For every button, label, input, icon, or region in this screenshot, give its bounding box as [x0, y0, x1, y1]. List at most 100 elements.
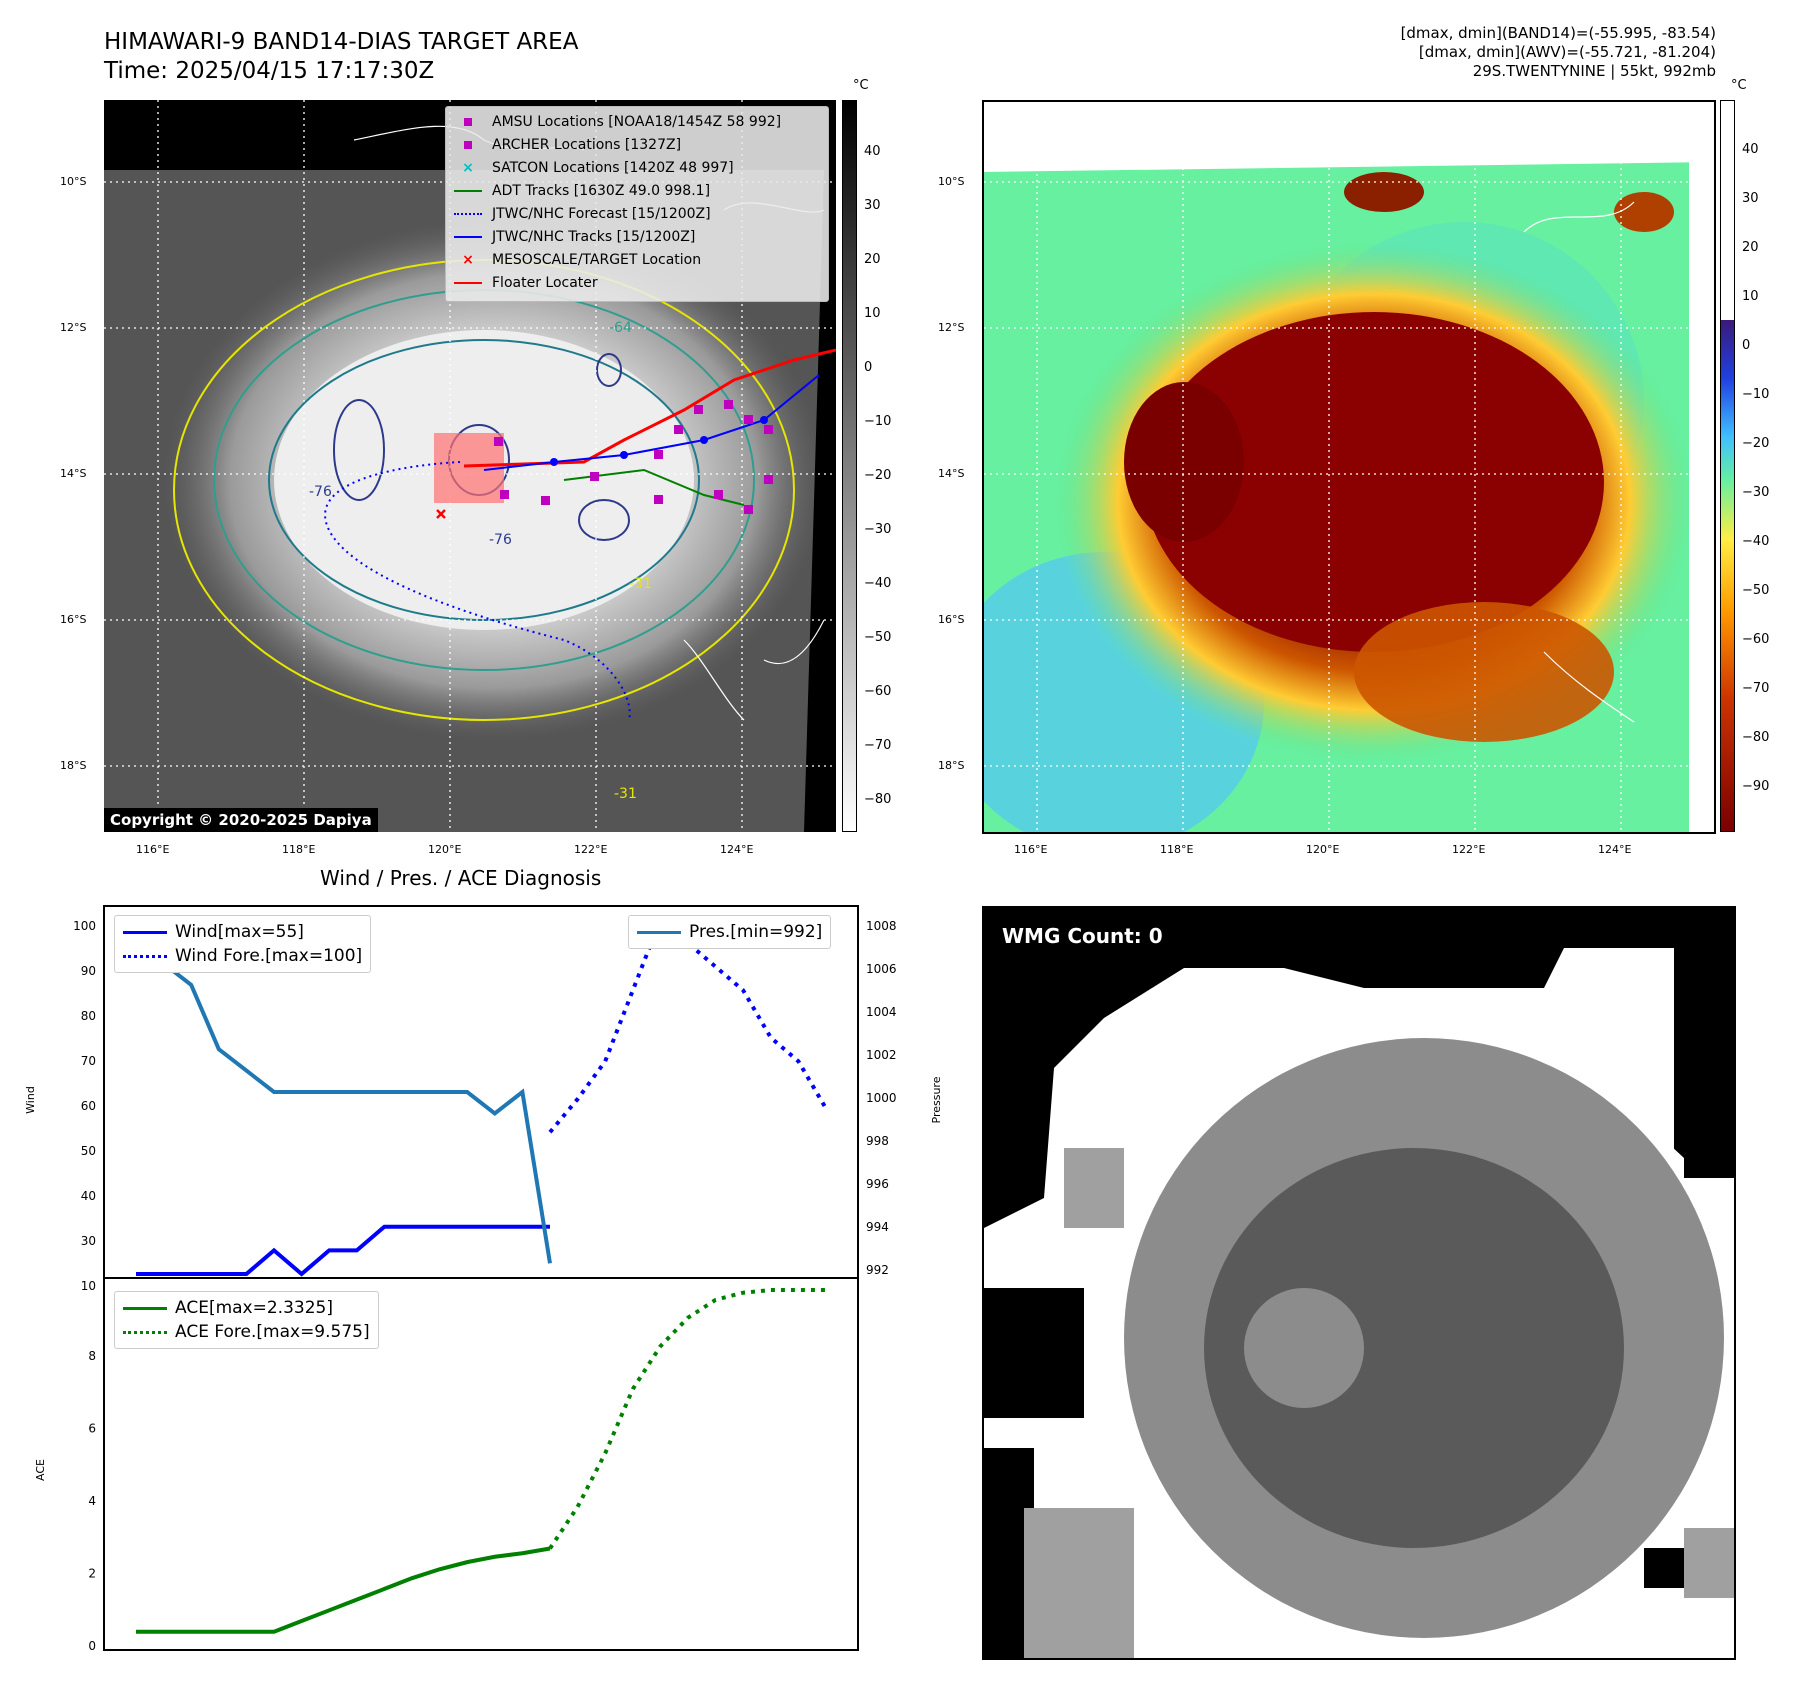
tl-colorbar-tick: −80: [864, 792, 892, 807]
lon-tick-label: 120°E: [428, 843, 462, 856]
lon-tick-label: 118°E: [282, 843, 316, 856]
ace-fore-legend-label: ACE Fore.[max=9.575]: [175, 1322, 370, 1342]
axis-tick-label: 40: [81, 1189, 96, 1203]
tr-title-line3: 29S.TWENTYNINE | 55kt, 992mb: [1472, 62, 1716, 80]
tl-colorbar-tick: 0: [864, 360, 873, 375]
tr-colorbar-tick: 30: [1742, 191, 1759, 206]
tr-colorbar: [1720, 100, 1735, 832]
legend-entry: × SATCON Locations [1420Z 48 997]: [454, 157, 734, 179]
ace-fore-legend-swatch: [123, 1330, 167, 1334]
tl-title-line1: HIMAWARI-9 BAND14-DIAS TARGET AREA: [104, 29, 579, 55]
tr-title-line2: [dmax, dmin](AWV)=(-55.721, -81.204): [1418, 43, 1716, 61]
wmg-count-label: WMG Count: 0: [1002, 924, 1163, 948]
legend-label: JTWC/NHC Forecast [15/1200Z]: [492, 206, 711, 222]
tl-colorbar-tick: −40: [864, 576, 892, 591]
pres-legend-label: Pres.[min=992]: [689, 922, 823, 942]
tl-colorbar-tick: −70: [864, 738, 892, 753]
legend-label: Floater Locater: [492, 275, 598, 291]
tr-colorbar-tick: −50: [1742, 583, 1770, 598]
tr-colorbar-tick: −80: [1742, 730, 1770, 745]
tr-colorbar-tick: −90: [1742, 779, 1770, 794]
legend-label: SATCON Locations [1420Z 48 997]: [492, 160, 734, 176]
tr-colorbar-tick: 20: [1742, 240, 1759, 255]
axis-tick-label: 1002: [866, 1048, 897, 1062]
tr-colorbar-unit: °C: [1731, 78, 1747, 93]
tr-colorbar-tick: 0: [1742, 338, 1751, 353]
axis-tick-label: 1000: [866, 1091, 897, 1105]
axis-tick-label: 10: [81, 1279, 96, 1293]
ace-ylabel: ACE: [34, 1459, 47, 1481]
legend-swatch: [454, 111, 482, 133]
tl-colorbar-tick: −20: [864, 468, 892, 483]
contour-label: -31: [614, 786, 637, 802]
lat-tick-label: 18°S: [60, 759, 87, 772]
axis-tick-label: 998: [866, 1134, 889, 1148]
lon-tick-label: 116°E: [136, 843, 170, 856]
tl-colorbar-tick: 10: [864, 306, 881, 321]
lon-tick-label: 124°E: [720, 843, 754, 856]
contour-label: -64: [609, 320, 632, 336]
wind-fore-legend-label: Wind Fore.[max=100]: [175, 946, 363, 966]
tl-colorbar-tick: −10: [864, 414, 892, 429]
legend-entry: ADT Tracks [1630Z 49.0 998.1]: [454, 180, 710, 202]
axis-tick-label: 80: [81, 1009, 96, 1023]
wmg-panel: WMG Count: 0: [982, 906, 1736, 1660]
wind-legend-swatch: [123, 930, 167, 934]
ace-legend-swatch: [123, 1306, 167, 1310]
axis-tick-label: 50: [81, 1144, 96, 1158]
axis-tick-label: 100: [73, 919, 96, 933]
legend-label: JTWC/NHC Tracks [15/1200Z]: [492, 229, 696, 245]
axis-tick-label: 70: [81, 1054, 96, 1068]
lon-tick-label: 120°E: [1306, 843, 1340, 856]
tl-colorbar: [842, 100, 857, 832]
tl-colorbar-tick: 20: [864, 252, 881, 267]
tl-colorbar-unit: °C: [853, 78, 869, 93]
axis-tick-label: 992: [866, 1263, 889, 1277]
series-line: [134, 919, 552, 1264]
legend-swatch: [454, 134, 482, 156]
tr-colorbar-tick: −60: [1742, 632, 1770, 647]
lat-tick-label: 16°S: [938, 613, 965, 626]
tl-colorbar-tick: −30: [864, 522, 892, 537]
tr-colorbar-tick: −30: [1742, 485, 1770, 500]
tl-colorbar-tick: −50: [864, 630, 892, 645]
legend-label: ARCHER Locations [1327Z]: [492, 137, 682, 153]
tr-colorbar-tick: 10: [1742, 289, 1759, 304]
copyright-label: Copyright © 2020-2025 Dapiya: [104, 808, 378, 832]
ace-legend: ACE[max=2.3325] ACE Fore.[max=9.575]: [114, 1291, 379, 1349]
legend-swatch: ×: [462, 160, 474, 176]
tl-ir-map: -64 -76 -76 -31 -31 AMSU Locations [NOAA…: [104, 100, 836, 832]
axis-tick-label: 6: [88, 1422, 96, 1436]
pres-ylabel: Pressure: [930, 1076, 943, 1123]
legend-label: ADT Tracks [1630Z 49.0 998.1]: [492, 183, 711, 199]
ace-axes: [103, 1277, 859, 1651]
contour-label: -76: [489, 532, 512, 548]
legend-entry: ARCHER Locations [1327Z]: [454, 134, 681, 156]
legend-entry: × MESOSCALE/TARGET Location: [454, 249, 701, 271]
legend-entry: Floater Locater: [454, 272, 598, 294]
legend-swatch: [454, 226, 482, 248]
lat-tick-label: 10°S: [60, 175, 87, 188]
legend-entry: JTWC/NHC Forecast [15/1200Z]: [454, 203, 711, 225]
legend-swatch: [454, 203, 482, 225]
lon-tick-label: 118°E: [1160, 843, 1194, 856]
tl-legend: AMSU Locations [NOAA18/1454Z 58 992] ARCH…: [445, 106, 829, 302]
series-line: [548, 1288, 826, 1550]
pres-legend: Pres.[min=992]: [628, 915, 832, 949]
tr-colorbar-tick: −20: [1742, 436, 1770, 451]
lat-tick-label: 14°S: [938, 467, 965, 480]
tr-colorbar-tick: −70: [1742, 681, 1770, 696]
tr-colorbar-tick: −40: [1742, 534, 1770, 549]
axis-tick-label: 1004: [866, 1005, 897, 1019]
axis-tick-label: 8: [88, 1349, 96, 1363]
legend-label: AMSU Locations [NOAA18/1454Z 58 992]: [492, 114, 782, 130]
bl-chart-svg: 1009080706050403010100810061004100210009…: [24, 905, 943, 1653]
series-line: [136, 1546, 551, 1634]
bl-chart-title: Wind / Pres. / ACE Diagnosis: [320, 866, 602, 890]
lon-tick-label: 124°E: [1598, 843, 1632, 856]
axis-tick-label: 30: [81, 1234, 96, 1248]
wind-legend: Wind[max=55] Wind Fore.[max=100]: [114, 915, 372, 973]
axis-tick-label: 60: [81, 1099, 96, 1113]
lon-tick-label: 122°E: [574, 843, 608, 856]
lon-tick-label: 122°E: [1452, 843, 1486, 856]
